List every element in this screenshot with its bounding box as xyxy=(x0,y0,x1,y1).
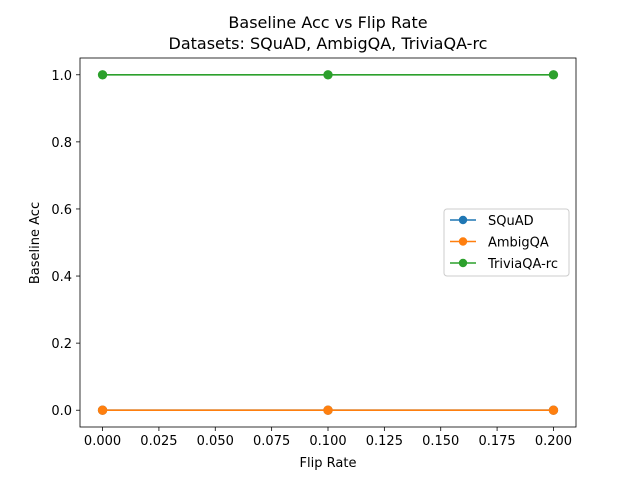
data-point-triviaqa-rc xyxy=(548,70,559,80)
chart-subtitle: Datasets: SQuAD, AmbigQA, TriviaQA-rc xyxy=(169,34,488,53)
x-tick-label: 0.025 xyxy=(140,434,177,449)
chart-title: Baseline Acc vs Flip Rate xyxy=(228,13,427,32)
legend-marker-squad xyxy=(458,215,468,225)
legend: SQuAD AmbigQA TriviaQA-rc xyxy=(443,208,570,277)
y-tick-label: 0.8 xyxy=(51,136,72,151)
x-tick-label: 0.200 xyxy=(535,434,572,449)
y-tick-label: 0.2 xyxy=(51,337,72,352)
y-tick-label: 0.6 xyxy=(51,203,72,218)
legend-label-squad: SQuAD xyxy=(488,214,534,229)
x-tick-label: 0.075 xyxy=(253,434,290,449)
legend-marker-triviaqa-rc xyxy=(458,258,468,268)
data-point-ambigqa xyxy=(548,405,559,415)
x-tick-label: 0.125 xyxy=(366,434,403,449)
y-tick-label: 0.4 xyxy=(51,270,72,285)
x-tick-label: 0.150 xyxy=(422,434,459,449)
legend-label-triviaqa-rc: TriviaQA-rc xyxy=(487,257,558,272)
data-point-triviaqa-rc xyxy=(323,70,333,80)
y-tick-label: 1.0 xyxy=(51,69,72,84)
axes-frame xyxy=(79,57,577,428)
data-point-ambigqa xyxy=(97,405,108,415)
x-tick-label: 0.050 xyxy=(197,434,234,449)
y-tick-label: 0.0 xyxy=(51,404,72,419)
data-point-ambigqa xyxy=(323,405,333,415)
x-tick-label: 0.100 xyxy=(309,434,346,449)
plot-area: 0.000 0.025 0.050 0.075 0.100 0.125 0.150 0.175… xyxy=(51,57,577,449)
data-point-triviaqa-rc xyxy=(97,70,108,80)
x-tick-label: 0.175 xyxy=(478,434,515,449)
legend-marker-ambigqa xyxy=(458,237,468,246)
x-axis-label: Flip Rate xyxy=(300,456,357,471)
legend-label-ambigqa: AmbigQA xyxy=(488,236,549,251)
x-tick-label: 0.000 xyxy=(84,434,121,449)
y-axis-label: Baseline Acc xyxy=(28,202,43,284)
legend-box xyxy=(443,208,570,277)
